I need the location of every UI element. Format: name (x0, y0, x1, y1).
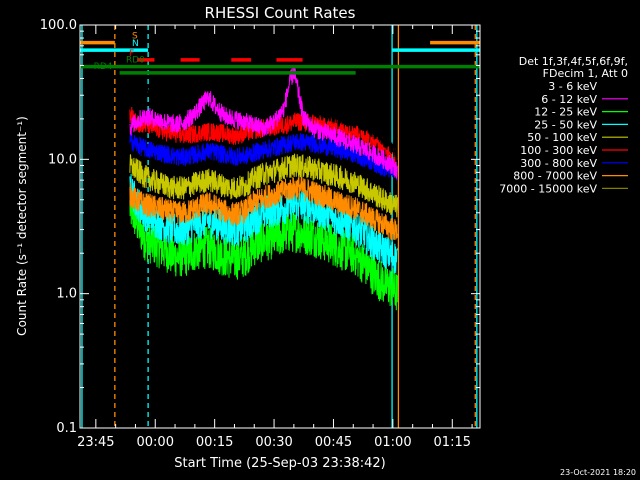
x-tick-label-2: 00:15 (196, 435, 233, 450)
legend-label-5: 100 - 300 keV (520, 144, 597, 157)
flag-label-rd0: RD0 (126, 56, 145, 66)
date-stamp: 23-Oct-2021 18:20 (560, 468, 636, 477)
y-tick-label-2: 10.0 (48, 152, 77, 167)
series-line-6 (129, 132, 398, 181)
flag-label-f: F (129, 49, 134, 59)
chart-title: RHESSI Count Rates (205, 4, 356, 22)
series-line-2 (129, 187, 398, 311)
x-tick-label-4: 00:45 (315, 435, 352, 450)
y-tick-label-1: 1.0 (56, 287, 77, 302)
axes: 23:45 00:00 00:15 00:30 00:45 01:00 01:15 0.1 1.… (40, 18, 480, 450)
legend-label-1: 6 - 12 keV (541, 93, 597, 106)
legend-label-6: 300 - 800 keV (520, 157, 597, 170)
x-tick-label-0: 23:45 (77, 435, 114, 450)
x-tick-label-1: 00:00 (137, 435, 174, 450)
series-line-0 (129, 45, 398, 165)
x-tick-label-5: 01:00 (374, 435, 411, 450)
series-line-4 (129, 153, 398, 218)
legend-header-line-1: FDecim 1, Att 0 (543, 67, 628, 80)
x-tick-label-3: 00:30 (255, 435, 292, 450)
legend-label-7: 800 - 7000 keV (513, 170, 597, 183)
series-line-7 (129, 176, 398, 241)
legend-label-3: 25 - 50 keV (534, 118, 597, 131)
series-layer (129, 45, 398, 311)
legend-label-4: 50 - 100 keV (527, 131, 597, 144)
series-line-1 (129, 66, 398, 179)
legend: Det 1f,3f,4f,5f,6f,9f,FDecim 1, Att 03 -… (499, 55, 628, 195)
x-tick-label-6: 01:15 (434, 435, 471, 450)
legend-label-2: 12 - 25 keV (534, 106, 597, 119)
flag-label-n: N (132, 39, 139, 49)
y-tick-label-3: 100.0 (40, 18, 77, 33)
y-tick-label-0: 0.1 (56, 421, 77, 436)
legend-label-8: 7000 - 15000 keV (499, 182, 597, 195)
legend-header-line-0: Det 1f,3f,4f,5f,6f,9f, (519, 55, 628, 68)
flag-label-s: S (132, 32, 138, 42)
plot-frame (79, 24, 481, 429)
y-axis-label: Count Rate (s⁻¹ detector segment⁻¹) (15, 116, 29, 336)
flag-label-rd4: RD4 (94, 62, 113, 72)
legend-label-0: 3 - 6 keV (548, 80, 597, 93)
x-axis-label: Start Time (25-Sep-03 23:38:42) (174, 456, 385, 471)
